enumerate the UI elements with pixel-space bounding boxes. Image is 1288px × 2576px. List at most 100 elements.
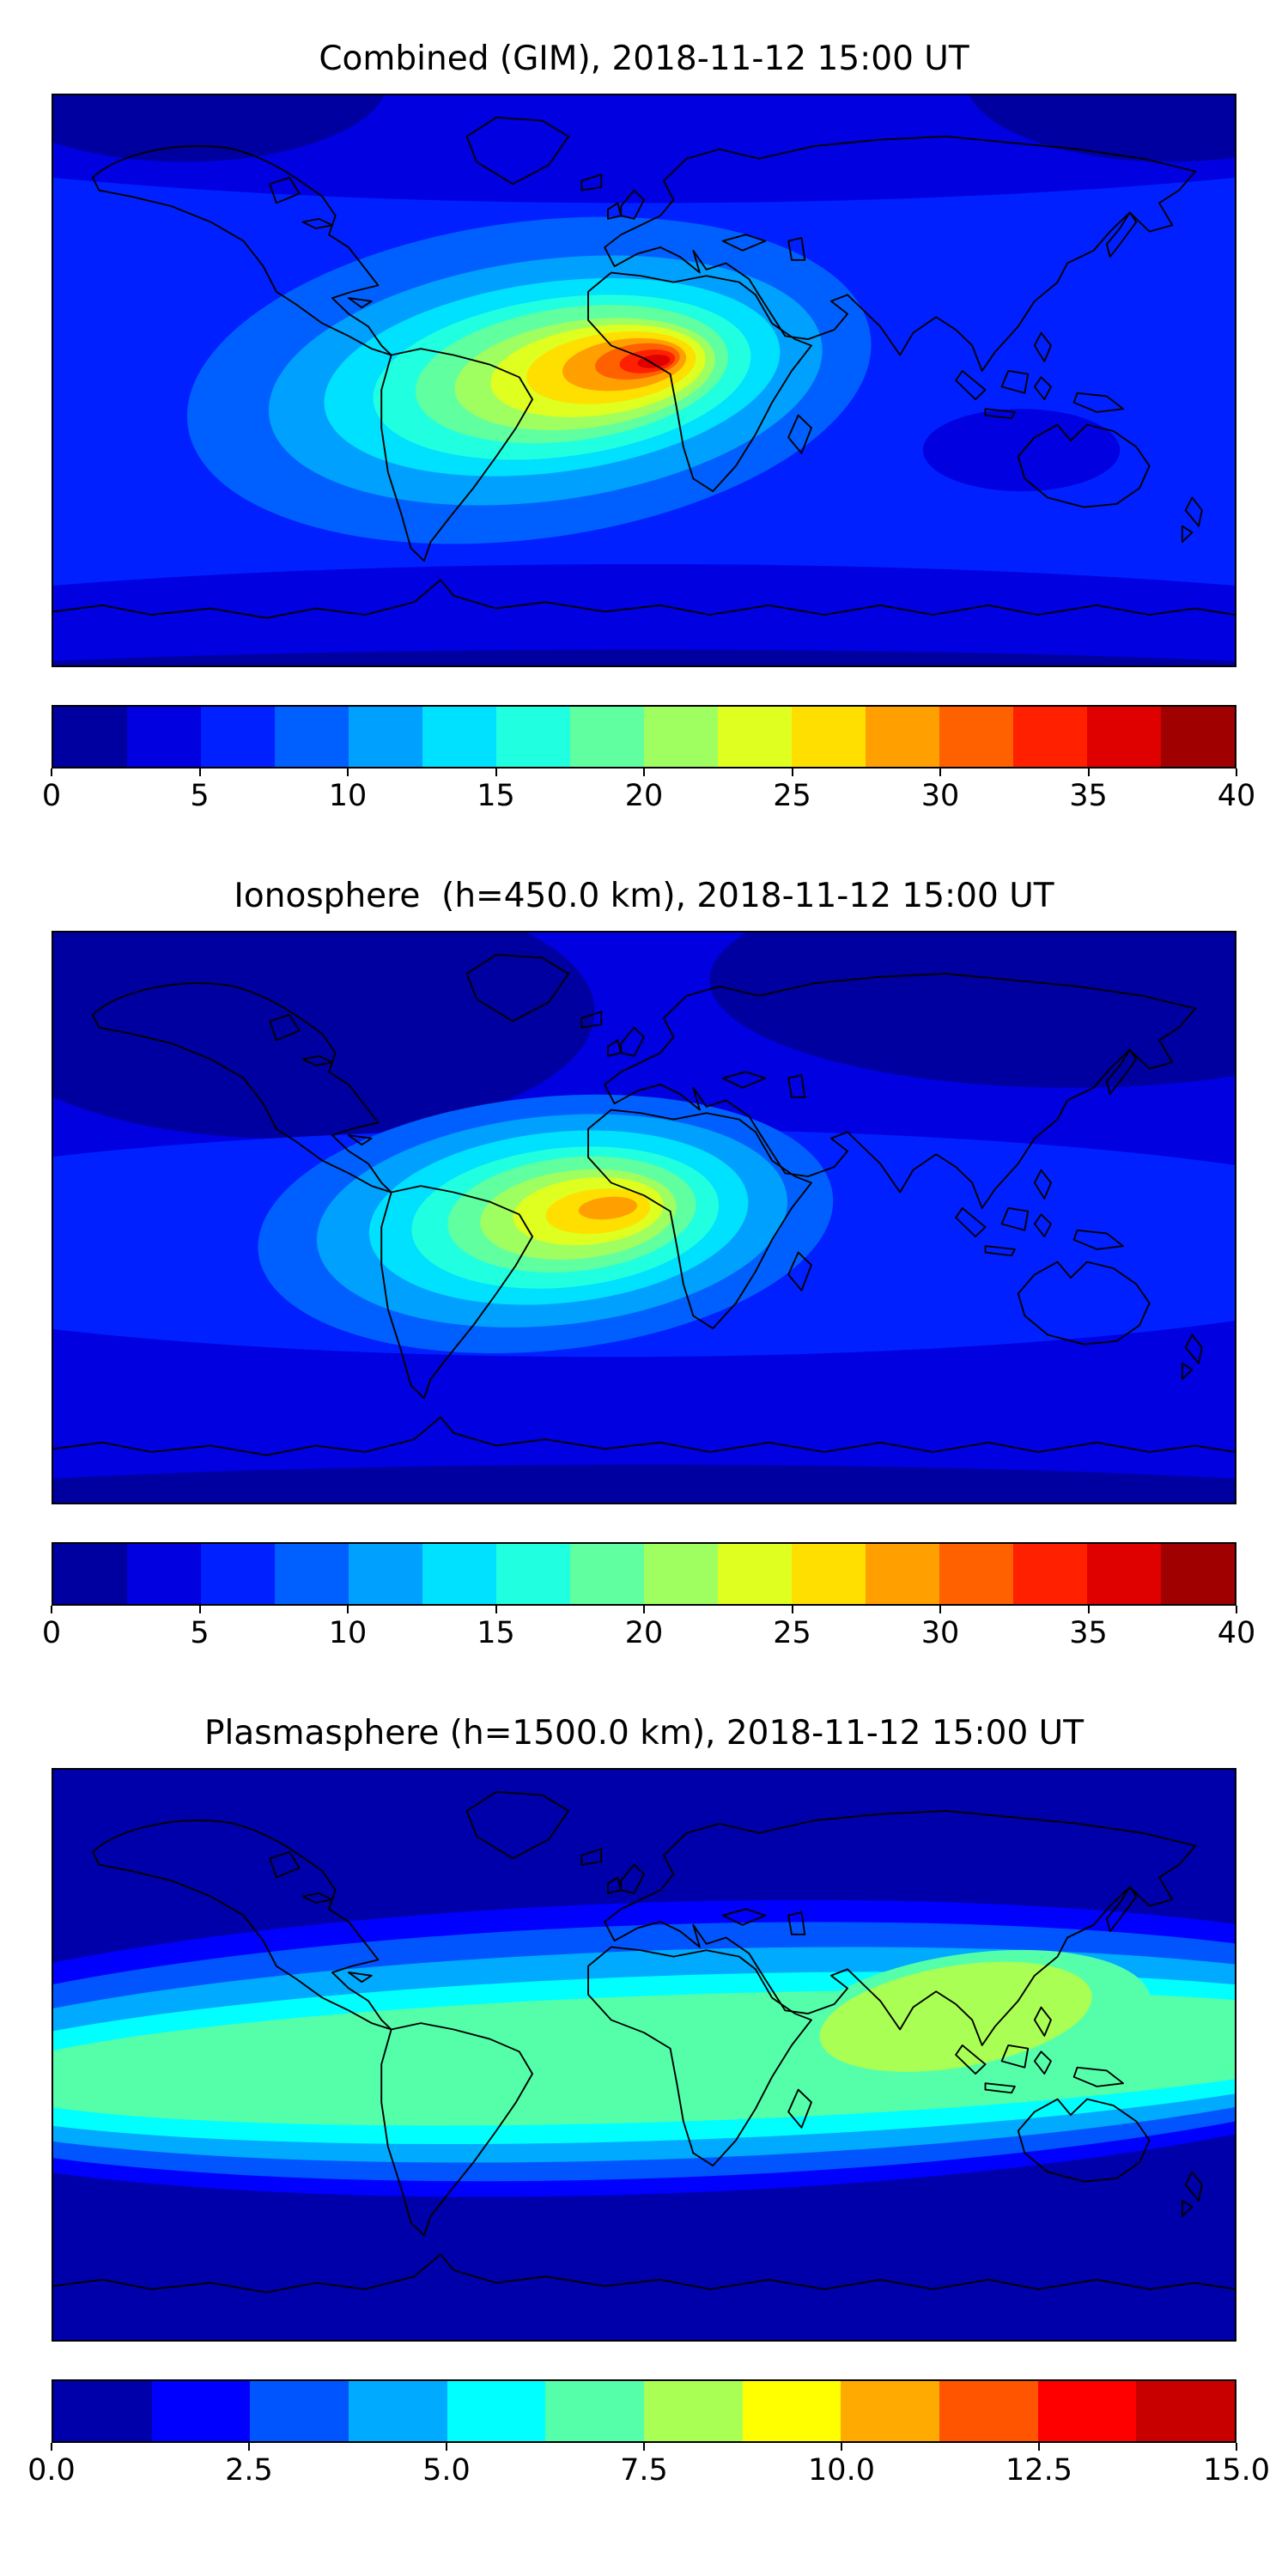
colorbar-tick-label: 30 bbox=[920, 1616, 960, 1650]
colorbar-segment bbox=[1087, 707, 1161, 767]
colorbar-tick-label: 40 bbox=[1217, 779, 1256, 813]
map-canvas-ionosphere bbox=[53, 933, 1235, 1503]
contour-fill bbox=[53, 95, 1235, 665]
colorbar-tick-label: 2.5 bbox=[225, 2453, 273, 2488]
colorbar-tick-label: 5 bbox=[190, 779, 210, 813]
colorbar-tick-label: 5.0 bbox=[422, 2453, 471, 2488]
colorbar-tick-mark bbox=[198, 1606, 201, 1613]
colorbar-tick-mark bbox=[1038, 2443, 1040, 2451]
colorbar-tick-label: 7.5 bbox=[620, 2453, 668, 2488]
panel-ionosphere: Ionosphere (h=450.0 km), 2018-11-12 15:0… bbox=[42, 877, 1255, 1656]
panel-title-combined: Combined (GIM), 2018-11-12 15:00 UT bbox=[319, 39, 969, 78]
colorbar-ionosphere bbox=[52, 1542, 1236, 1606]
colorbar-tick-mark bbox=[446, 2443, 447, 2451]
colorbar-tick-label: 30 bbox=[920, 779, 960, 813]
colorbar-tick-mark bbox=[347, 769, 349, 776]
colorbar-segment bbox=[939, 707, 1013, 767]
colorbar-tick-label: 5 bbox=[190, 1616, 210, 1650]
colorbar-segment bbox=[201, 1544, 275, 1604]
colorbar-segment bbox=[570, 707, 644, 767]
colorbar-segment bbox=[275, 1544, 349, 1604]
colorbar-segment bbox=[1013, 1544, 1087, 1604]
colorbar-tick-mark bbox=[1236, 1606, 1237, 1613]
colorbar-tick-mark bbox=[643, 2443, 645, 2451]
colorbar-tick-mark bbox=[643, 769, 645, 776]
colorbar-ticks-plasmasphere: 0.0 2.5 5.0 7.5 10.0 12.5 15.0 bbox=[27, 2443, 1270, 2493]
colorbar-segment bbox=[127, 707, 201, 767]
colorbar-tick-mark bbox=[1087, 769, 1090, 776]
colorbar-segment bbox=[1161, 1544, 1235, 1604]
colorbar-tick-mark bbox=[939, 1606, 941, 1613]
colorbar-tick-mark bbox=[347, 1606, 349, 1613]
colorbar-tick-mark bbox=[495, 1606, 497, 1613]
colorbar-ticks-ionosphere: 0 5 10 15 20 25 30 35 40 bbox=[42, 1606, 1255, 1656]
colorbar-tick-mark bbox=[51, 769, 52, 776]
colorbar-segment bbox=[1013, 707, 1087, 767]
map-plasmasphere bbox=[52, 1768, 1236, 2342]
figure: Combined (GIM), 2018-11-12 15:00 UT 0 5 10… bbox=[27, 39, 1270, 2493]
colorbar-tick-label: 15.0 bbox=[1203, 2453, 1270, 2488]
colorbar-tick-mark bbox=[841, 2443, 842, 2451]
colorbar-tick-label: 0 bbox=[41, 779, 62, 813]
colorbar-segment bbox=[742, 2381, 841, 2441]
colorbar-tick-mark bbox=[643, 1606, 645, 1613]
colorbar-tick-mark bbox=[495, 769, 497, 776]
colorbar-tick-label: 10 bbox=[328, 1616, 368, 1650]
colorbar-tick-label: 35 bbox=[1069, 779, 1108, 813]
colorbar-tick-label: 10 bbox=[328, 779, 368, 813]
colorbar-tick-mark bbox=[791, 769, 793, 776]
colorbar-segment bbox=[496, 707, 570, 767]
colorbar-tick-mark bbox=[939, 769, 941, 776]
map-canvas-plasmasphere bbox=[53, 1770, 1235, 2340]
colorbar-segment bbox=[1087, 1544, 1161, 1604]
colorbar-tick-mark bbox=[51, 1606, 52, 1613]
map-ionosphere bbox=[52, 931, 1236, 1504]
colorbar-tick-mark bbox=[791, 1606, 793, 1613]
colorbar-segment bbox=[939, 1544, 1013, 1604]
colorbar-segment bbox=[127, 1544, 201, 1604]
colorbar-tick-label: 25 bbox=[773, 779, 811, 813]
colorbar-segment bbox=[151, 2381, 251, 2441]
colorbar-segment bbox=[496, 1544, 570, 1604]
colorbar-segment bbox=[1161, 707, 1235, 767]
colorbar-tick-mark bbox=[1236, 2443, 1237, 2451]
colorbar-plasmasphere bbox=[52, 2379, 1236, 2443]
colorbar-segment bbox=[349, 1544, 422, 1604]
colorbar-tick-label: 40 bbox=[1217, 1616, 1256, 1650]
contour-fill bbox=[53, 1899, 1235, 2197]
colorbar-tick-label: 15 bbox=[477, 779, 515, 813]
colorbar-tick-mark bbox=[1236, 769, 1237, 776]
colorbar-segment bbox=[349, 707, 422, 767]
map-combined bbox=[52, 94, 1236, 667]
colorbar-segment bbox=[792, 707, 866, 767]
colorbar-segment bbox=[644, 707, 718, 767]
colorbar-tick-label: 20 bbox=[624, 779, 664, 813]
colorbar-segment bbox=[201, 707, 275, 767]
colorbar-tick-label: 20 bbox=[624, 1616, 664, 1650]
map-canvas-combined bbox=[53, 95, 1235, 665]
colorbar-segment bbox=[644, 1544, 718, 1604]
colorbar-segment bbox=[570, 1544, 644, 1604]
colorbar-segment bbox=[422, 707, 496, 767]
colorbar-segment bbox=[275, 707, 349, 767]
colorbar-tick-label: 15 bbox=[477, 1616, 515, 1650]
colorbar-segment bbox=[718, 1544, 792, 1604]
panel-combined-gim: Combined (GIM), 2018-11-12 15:00 UT 0 5 10… bbox=[42, 39, 1255, 818]
colorbar-segment bbox=[422, 1544, 496, 1604]
colorbar-ticks-combined: 0 5 10 15 20 25 30 35 40 bbox=[42, 769, 1255, 818]
colorbar-combined bbox=[52, 705, 1236, 769]
colorbar-tick-mark bbox=[1087, 1606, 1090, 1613]
colorbar-segment bbox=[644, 2381, 743, 2441]
coastlines bbox=[53, 953, 1235, 1456]
colorbar-segment bbox=[53, 707, 127, 767]
panel-title-plasmasphere: Plasmasphere (h=1500.0 km), 2018-11-12 1… bbox=[204, 1714, 1084, 1753]
colorbar-tick-label: 0 bbox=[41, 1616, 62, 1650]
colorbar-tick-label: 25 bbox=[773, 1616, 811, 1650]
colorbar-segment bbox=[939, 2381, 1038, 2441]
colorbar-segment bbox=[1136, 2381, 1236, 2441]
panel-title-ionosphere: Ionosphere (h=450.0 km), 2018-11-12 15:0… bbox=[234, 877, 1054, 915]
colorbar-tick-mark bbox=[198, 769, 201, 776]
colorbar-segment bbox=[866, 707, 939, 767]
colorbar-segment bbox=[866, 1544, 939, 1604]
colorbar-segment bbox=[53, 1544, 127, 1604]
